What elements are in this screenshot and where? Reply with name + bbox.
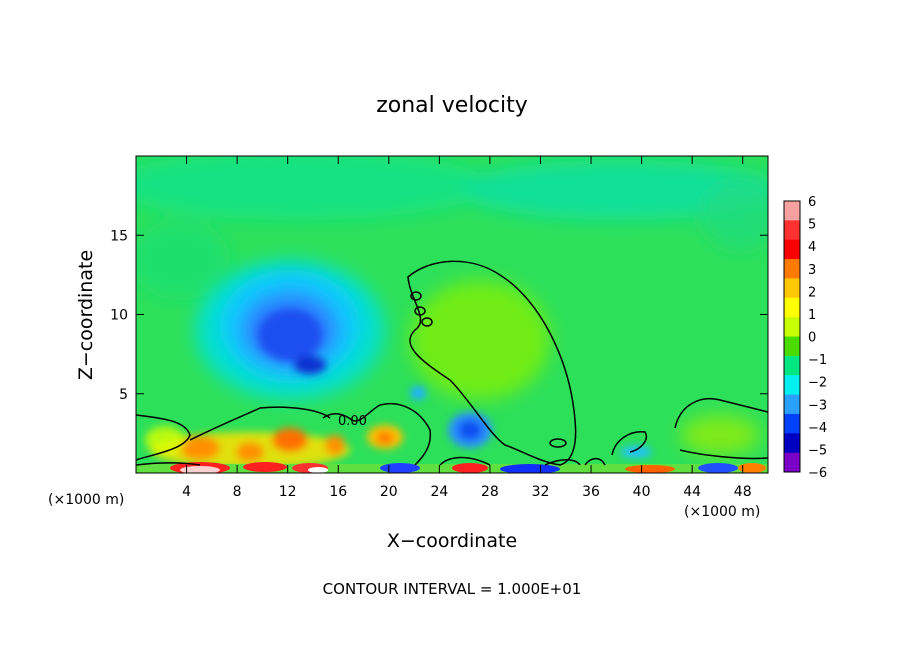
contour-interval-note: CONTOUR INTERVAL = 1.000E+01 — [323, 580, 582, 598]
colorbar-swatch — [784, 394, 800, 415]
x-tick-label: 36 — [582, 484, 600, 500]
x-tick-label: 48 — [734, 484, 752, 500]
chart-title: zonal velocity — [376, 93, 528, 118]
colorbar-swatch — [784, 201, 800, 221]
colorbar-label: 0 — [808, 331, 816, 346]
colorbar-label: −1 — [808, 353, 827, 368]
colorbar-label: −5 — [808, 443, 827, 458]
colorbar-swatch — [784, 259, 800, 279]
y-axis-label: Z−coordinate — [75, 250, 97, 380]
colorbar-swatch — [784, 336, 800, 357]
contour-label: 0.00 — [338, 414, 367, 429]
colorbar-frame — [783, 200, 801, 473]
x-tick-label: 44 — [683, 484, 701, 500]
x-tick-label: 28 — [481, 484, 499, 500]
colorbar-swatch — [784, 278, 800, 299]
colorbar-swatch — [784, 413, 800, 434]
y-tick-label: 5 — [119, 387, 128, 403]
colorbar-label: −2 — [808, 376, 827, 391]
colorbar-label: 3 — [808, 263, 816, 278]
x-unit-right: (×1000 m) — [684, 504, 760, 520]
colorbar-label: −6 — [808, 466, 827, 481]
colorbar-label: 5 — [808, 218, 816, 233]
plot-field: 0.00 — [136, 156, 768, 473]
field-surface-positive — [145, 425, 403, 468]
zero-contours — [136, 260, 768, 466]
colorbar-label: 6 — [808, 195, 816, 210]
colorbar-swatch — [784, 433, 800, 454]
x-axis: 4 8 12 16 20 24 28 32 36 40 44 48 — [182, 156, 752, 500]
colorbar-swatch — [784, 355, 800, 376]
colorbar-label: −4 — [808, 421, 827, 436]
x-axis-label: X−coordinate — [387, 530, 517, 552]
x-tick-label: 40 — [633, 484, 651, 500]
x-tick-label: 24 — [430, 484, 448, 500]
x-tick-label: 8 — [233, 484, 242, 500]
x-tick-label: 12 — [279, 484, 297, 500]
colorbar-swatch — [784, 452, 800, 473]
colorbar-swatch — [784, 297, 800, 318]
x-tick-label: 20 — [380, 484, 398, 500]
colorbar-label: 4 — [808, 240, 816, 255]
x-unit-left: (×1000 m) — [48, 492, 124, 508]
colorbar-label: −3 — [808, 398, 827, 413]
colorbar-label: 1 — [808, 308, 816, 323]
field-positive-bulge — [410, 280, 760, 455]
x-tick-label: 4 — [182, 484, 191, 500]
colorbar-swatch — [784, 317, 800, 337]
x-tick-label: 32 — [532, 484, 550, 500]
colorbar-swatch — [784, 220, 800, 241]
y-tick-label: 15 — [110, 228, 128, 244]
colorbar: 6 5 4 3 2 1 0 −1 −2 −3 −4 −5 −6 — [783, 195, 827, 481]
colorbar-swatch — [784, 375, 800, 396]
field-surface-layer — [136, 462, 768, 473]
y-axis: 5 10 15 — [110, 228, 768, 403]
colorbar-label: 2 — [808, 285, 816, 300]
y-tick-label: 10 — [110, 308, 128, 324]
colorbar-swatch — [784, 239, 800, 260]
field-negative-inner — [258, 309, 326, 374]
field-upper-band — [136, 156, 768, 300]
field-lower-negative — [410, 386, 652, 458]
x-tick-label: 16 — [329, 484, 347, 500]
